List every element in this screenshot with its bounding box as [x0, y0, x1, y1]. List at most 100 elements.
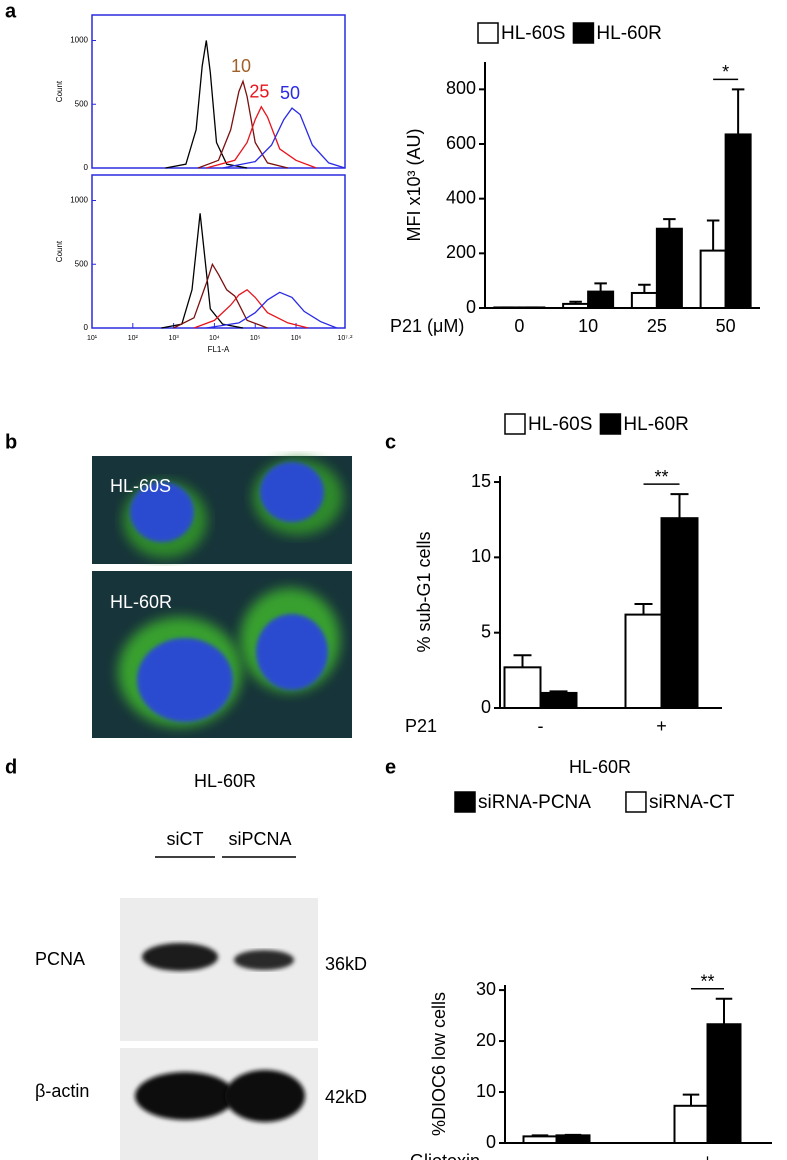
legend-label: HL-60R	[623, 414, 688, 435]
histogram-line	[173, 262, 268, 329]
panel-label: a	[5, 0, 17, 22]
histogram-line	[206, 105, 317, 169]
significance-label: **	[700, 972, 714, 992]
x-tick-label: -	[538, 716, 544, 736]
significance-label: **	[654, 467, 668, 487]
x-tick-label: 10⁷·²	[338, 335, 354, 342]
plot-frame	[91, 174, 346, 329]
legend-label: HL-60S	[501, 23, 565, 44]
legend-label: HL-60R	[596, 23, 661, 44]
x-tick-label: 10²	[128, 335, 139, 342]
annotation: 50	[280, 83, 300, 103]
y-axis-label: Count	[55, 240, 64, 262]
histogram-line	[206, 291, 338, 329]
bar	[655, 227, 683, 310]
annotation: 25	[249, 82, 269, 102]
error-bar	[638, 283, 651, 293]
x-tick-label: 10³	[169, 335, 180, 342]
x-tick-label: 10¹	[87, 335, 98, 342]
blot-title: HL-60R	[194, 771, 256, 791]
y-tick-label: 600	[446, 133, 476, 153]
histogram-line	[222, 107, 346, 169]
histogram-line	[193, 288, 309, 329]
error-bar	[731, 88, 745, 135]
x-tick-label: 10	[578, 316, 598, 336]
bar	[673, 1104, 709, 1145]
panel-label: d	[5, 756, 17, 778]
image-label: HL-60S	[110, 476, 171, 496]
bar	[630, 291, 658, 310]
y-tick-label: 10	[476, 1081, 496, 1101]
error-bar	[549, 690, 568, 693]
x-tick-label: 0	[514, 316, 524, 336]
row-label: β-actin	[35, 1081, 89, 1101]
histogram-line	[165, 40, 248, 169]
y-tick-label: 5	[481, 621, 491, 641]
chart-title: HL-60R	[569, 757, 631, 777]
x-tick-label: +	[702, 1151, 713, 1160]
x-axis-label: Gliotoxin	[410, 1151, 480, 1160]
bar	[660, 517, 699, 709]
x-tick-label: 25	[647, 316, 667, 336]
micrograph: HL-60S	[92, 456, 352, 564]
error-bar	[663, 218, 676, 229]
x-axis-label: FL1-A	[208, 345, 230, 354]
y-axis-label: Count	[55, 80, 64, 102]
micrograph: HL-60R	[92, 571, 352, 738]
bar	[555, 1134, 591, 1145]
panel-label: b	[5, 431, 17, 453]
x-axis-label: P21 (μM)	[390, 316, 464, 336]
band-size: 42kD	[325, 1087, 367, 1107]
bar	[587, 290, 615, 310]
error-bar	[513, 654, 532, 668]
plot-frame	[91, 14, 346, 169]
bar	[562, 302, 590, 309]
y-tick-label: 15	[471, 471, 491, 491]
x-tick-label: 50	[716, 316, 736, 336]
y-tick-label: 1000	[70, 196, 88, 205]
lane-label: siCT	[167, 829, 204, 849]
y-axis-label: %DIOC6 low cells	[429, 992, 449, 1136]
error-bar	[594, 282, 607, 292]
y-tick-label: 0	[486, 1132, 496, 1152]
image-label: HL-60R	[110, 592, 172, 612]
x-tick-label: +	[656, 716, 667, 736]
error-bar	[569, 300, 582, 304]
error-bar	[670, 493, 689, 519]
significance-label: *	[722, 62, 729, 82]
bar	[706, 1023, 742, 1144]
y-tick-label: 0	[481, 697, 491, 717]
bar	[724, 133, 752, 309]
y-tick-label: 200	[446, 242, 476, 262]
x-axis-label: P21	[405, 716, 437, 736]
y-axis-label: % sub-G1 cells	[414, 531, 434, 652]
legend-swatch	[625, 791, 647, 813]
annotation: 10	[231, 56, 251, 76]
y-tick-label: 20	[476, 1030, 496, 1050]
error-bar	[706, 219, 720, 251]
legend-swatch	[454, 791, 476, 813]
y-tick-label: 0	[84, 163, 89, 172]
x-tick-label: 10⁴	[209, 335, 220, 342]
y-axis-label: MFI x10³ (AU)	[404, 128, 424, 241]
error-bar	[715, 997, 733, 1025]
x-tick-label: -	[554, 1151, 560, 1160]
error-bar	[634, 603, 653, 615]
y-tick-label: 500	[75, 259, 89, 268]
legend-swatch	[504, 413, 526, 435]
y-tick-label: 400	[446, 187, 476, 207]
bar	[699, 249, 727, 310]
error-bar	[682, 1093, 700, 1106]
western-blot: HL-60R siCT siPCNA PCNA 36kD β-actin 42k…	[35, 771, 367, 1160]
y-tick-label: 0	[466, 297, 476, 317]
legend-swatch	[477, 22, 499, 44]
y-tick-label: 800	[446, 78, 476, 98]
row-label: PCNA	[35, 949, 85, 969]
y-tick-label: 500	[75, 99, 89, 108]
lane-label: siPCNA	[228, 829, 291, 849]
bar	[503, 666, 542, 709]
x-tick-label: 10⁵	[250, 335, 261, 342]
legend-label: siRNA-PCNA	[478, 792, 591, 813]
bar	[539, 691, 578, 709]
